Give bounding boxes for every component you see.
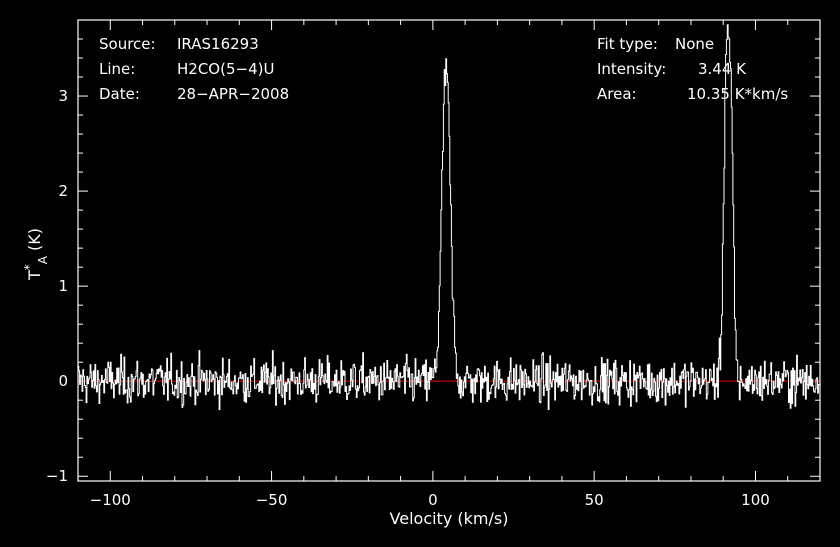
date-value: 28−APR−2008 xyxy=(177,85,290,103)
y-tick-label: 3 xyxy=(58,87,68,105)
y-tick-label: 0 xyxy=(58,372,68,390)
y-tick-label: 2 xyxy=(58,182,68,200)
y-tick-label: −1 xyxy=(46,467,68,485)
line-value: H2CO(5−4)U xyxy=(177,60,275,78)
area-value: 10.35 K*km/s xyxy=(687,85,789,103)
fit-type-label: Fit type: xyxy=(597,35,658,53)
x-tick-label: −50 xyxy=(256,491,288,509)
intensity-value: 3.44 K xyxy=(698,60,747,78)
x-axis-label: Velocity (km/s) xyxy=(390,509,509,528)
y-tick-label: 1 xyxy=(58,277,68,295)
fit-type-value: None xyxy=(675,35,715,53)
intensity-label: Intensity: xyxy=(597,60,667,78)
x-tick-label: 0 xyxy=(428,491,438,509)
x-tick-label: −100 xyxy=(90,491,131,509)
plot-frame xyxy=(77,19,821,482)
area-label: Area: xyxy=(597,85,637,103)
axis-ticks xyxy=(77,20,821,481)
x-tick-label: 100 xyxy=(741,491,770,509)
x-tick-label: 50 xyxy=(585,491,604,509)
date-label: Date: xyxy=(99,85,140,103)
spectrum-line xyxy=(78,24,821,411)
y-tick-labels: −1 0 1 2 3 xyxy=(46,87,68,485)
source-label: Source: xyxy=(99,35,156,53)
x-tick-labels: −100 −50 0 50 100 xyxy=(90,491,770,509)
source-value: IRAS16293 xyxy=(177,35,259,53)
line-label: Line: xyxy=(99,60,136,78)
